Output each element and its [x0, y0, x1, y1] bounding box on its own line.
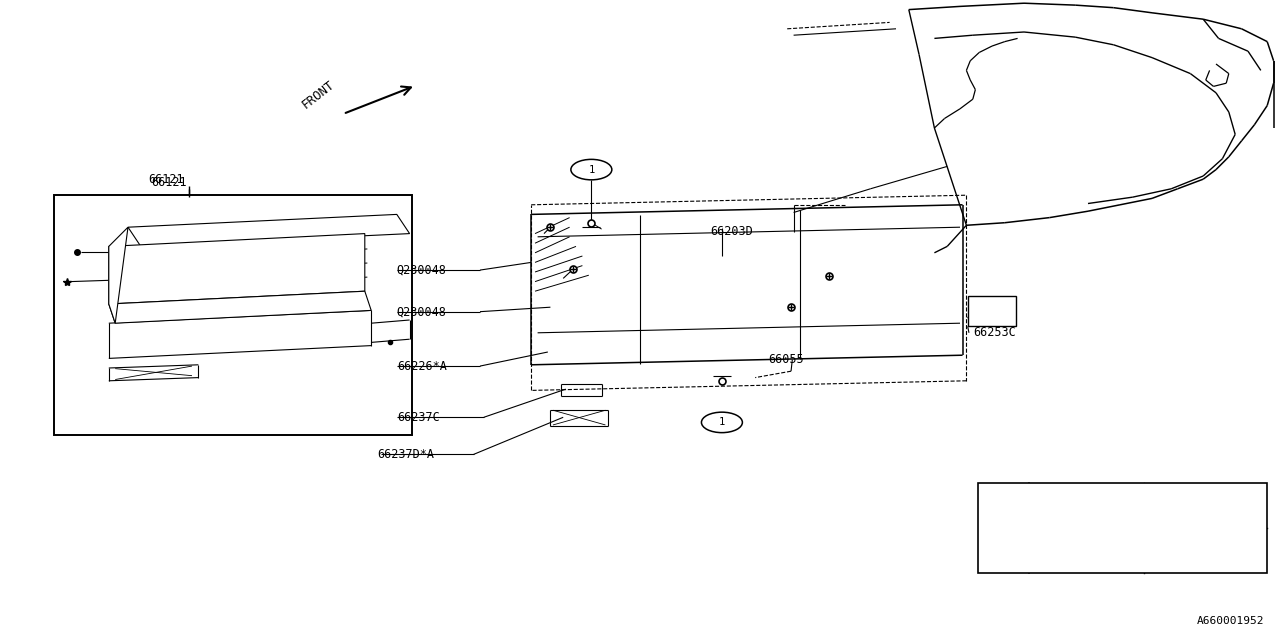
- Text: A660001952: A660001952: [1197, 616, 1265, 626]
- Text: 66237D*A: 66237D*A: [378, 448, 435, 461]
- Text: Q230048: Q230048: [397, 264, 447, 276]
- Text: 66121: 66121: [148, 173, 184, 186]
- Polygon shape: [109, 227, 128, 323]
- Text: 66237C: 66237C: [397, 411, 439, 424]
- Text: 66253C: 66253C: [973, 326, 1015, 339]
- Text: 66055: 66055: [768, 353, 804, 366]
- Text: V.JF-: V.JF-: [1152, 500, 1185, 511]
- Bar: [968, 296, 1016, 326]
- Text: 66226*A: 66226*A: [397, 360, 447, 372]
- Polygon shape: [128, 214, 410, 246]
- Text: 1: 1: [719, 417, 724, 428]
- Text: V.4S-: V.4S-: [1152, 545, 1185, 556]
- Bar: [978, 483, 1267, 573]
- Text: 1: 1: [589, 164, 594, 175]
- Text: Q230048: Q230048: [397, 305, 447, 318]
- Bar: [54, 195, 412, 435]
- Text: FRONT: FRONT: [300, 78, 337, 111]
- Text: 1: 1: [1001, 523, 1006, 533]
- Polygon shape: [109, 234, 365, 304]
- Text: 66121: 66121: [151, 176, 187, 189]
- Text: Q500013: Q500013: [1037, 500, 1084, 511]
- Text: Q500025: Q500025: [1037, 545, 1084, 556]
- Text: 66203D: 66203D: [710, 225, 753, 238]
- Polygon shape: [109, 291, 371, 323]
